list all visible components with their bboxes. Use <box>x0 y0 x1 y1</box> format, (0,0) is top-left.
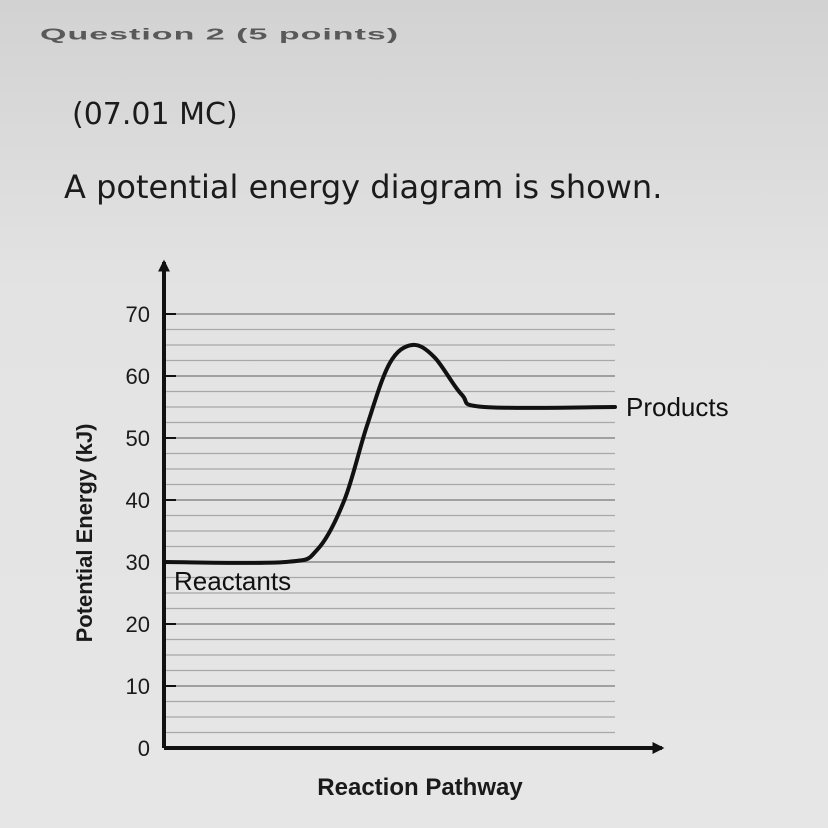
grid-lines <box>164 313 615 734</box>
y-tick-label: 10 <box>126 674 150 699</box>
y-tick-label: 40 <box>126 488 150 513</box>
question-heading: Question 2 (5 points) <box>40 26 400 44</box>
energy-curve <box>162 342 617 565</box>
y-axis-title: Potential Energy (kJ) <box>72 424 97 643</box>
y-tick-label: 20 <box>126 612 150 637</box>
x-axis-title: Reaction Pathway <box>317 774 523 801</box>
question-prompt: A potential energy diagram is shown. <box>64 168 663 206</box>
y-tick-label: 70 <box>126 302 150 327</box>
y-tick-label: 60 <box>126 364 150 389</box>
reactants-label: Reactants <box>174 566 291 596</box>
products-label: Products <box>626 392 729 422</box>
y-tick-label: 30 <box>126 550 150 575</box>
y-tick-label: 50 <box>126 426 150 451</box>
y-tick-label: 0 <box>138 736 150 761</box>
question-code: (07.01 MC) <box>72 97 238 132</box>
axes <box>158 259 665 754</box>
